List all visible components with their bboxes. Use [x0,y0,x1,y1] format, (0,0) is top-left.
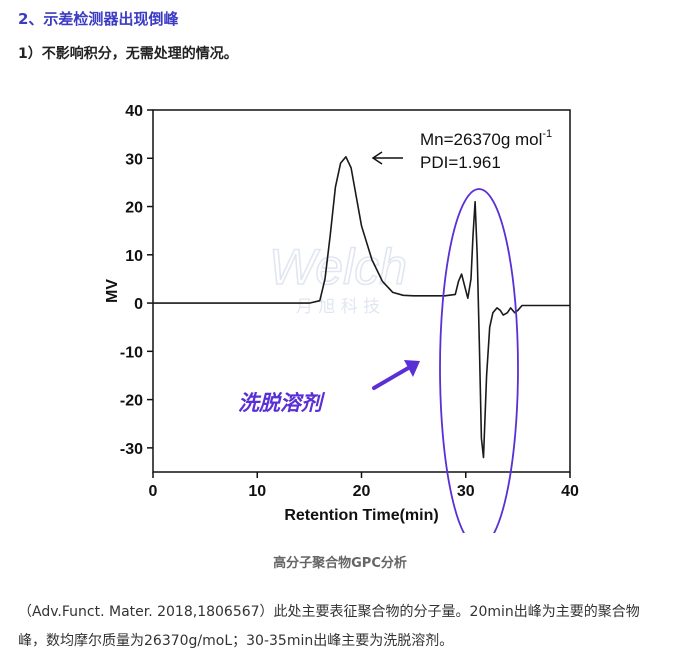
watermark: Welch 月 旭 科 技 [268,238,408,317]
x-tick-label: 20 [353,483,371,500]
y-tick-label: 10 [125,248,143,265]
y-tick-label: -10 [120,344,143,361]
x-tick-label: 30 [457,483,475,500]
solvent-arrow [372,360,420,390]
description-paragraph: （Adv.Funct. Mater. 2018,1806567）此处主要表征聚合… [18,604,640,649]
gpc-chart: Welch 月 旭 科 技 0 10 20 30 40 40 30 20 10 0 -10 -20 -3… [104,103,579,533]
annotation-arrow [371,151,403,165]
x-tick-label: 40 [561,483,579,500]
y-tick-label: 0 [134,296,143,313]
figure-caption: 高分子聚合物GPC分析 [273,556,407,571]
x-axis-label: Retention Time(min) [284,507,438,524]
y-axis-label: MV [104,279,121,303]
y-tick-label: 20 [125,200,143,217]
chromatogram-line [153,156,570,459]
section-subheading: 1）不影响积分，无需处理的情况。 [18,46,238,62]
x-tick-label: 10 [248,483,266,500]
y-tick-label: -30 [120,441,143,458]
x-tick-label: 0 [149,483,158,500]
y-tick-label: -20 [120,393,143,410]
section-heading: 2、示差检测器出现倒峰 [18,10,179,28]
y-tick-label: 30 [125,151,143,168]
y-tick-label: 40 [125,103,143,120]
pdi-annotation: PDI=1.961 [420,153,501,172]
chart-ticks: 0 10 20 30 40 40 30 20 10 0 -10 -20 -30 [120,103,579,500]
watermark-cn: 月 旭 科 技 [296,297,380,317]
mn-annotation: Mn=26370g mol-1 [420,128,552,149]
solvent-peak-ellipse [439,188,519,533]
watermark-brand: Welch [269,239,407,295]
solvent-label: 洗脱溶剂 [238,391,326,415]
